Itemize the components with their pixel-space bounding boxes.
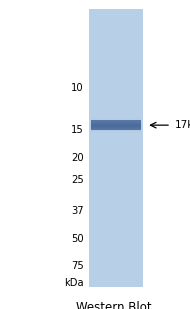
Bar: [91, 131, 141, 132]
Bar: [91, 128, 141, 129]
Bar: [91, 132, 141, 133]
Bar: [89, 9, 142, 287]
Text: 75: 75: [71, 261, 84, 271]
Text: 50: 50: [71, 234, 84, 243]
Text: 15: 15: [71, 125, 84, 135]
Bar: [91, 120, 141, 121]
Text: 25: 25: [71, 175, 84, 185]
Text: 17kDa: 17kDa: [175, 120, 190, 130]
Text: 20: 20: [71, 153, 84, 163]
Bar: [91, 124, 141, 125]
Text: Western Blot: Western Blot: [76, 301, 152, 309]
Bar: [91, 130, 141, 131]
Bar: [91, 120, 141, 130]
Bar: [91, 129, 141, 130]
Text: 37: 37: [71, 206, 84, 216]
Bar: [91, 118, 141, 119]
Bar: [91, 123, 141, 124]
Bar: [91, 121, 141, 122]
Text: 10: 10: [71, 83, 84, 93]
Bar: [91, 122, 141, 123]
Bar: [91, 126, 141, 127]
Bar: [91, 125, 141, 126]
Text: kDa: kDa: [64, 278, 84, 288]
Bar: [91, 127, 141, 128]
Bar: [91, 119, 141, 120]
